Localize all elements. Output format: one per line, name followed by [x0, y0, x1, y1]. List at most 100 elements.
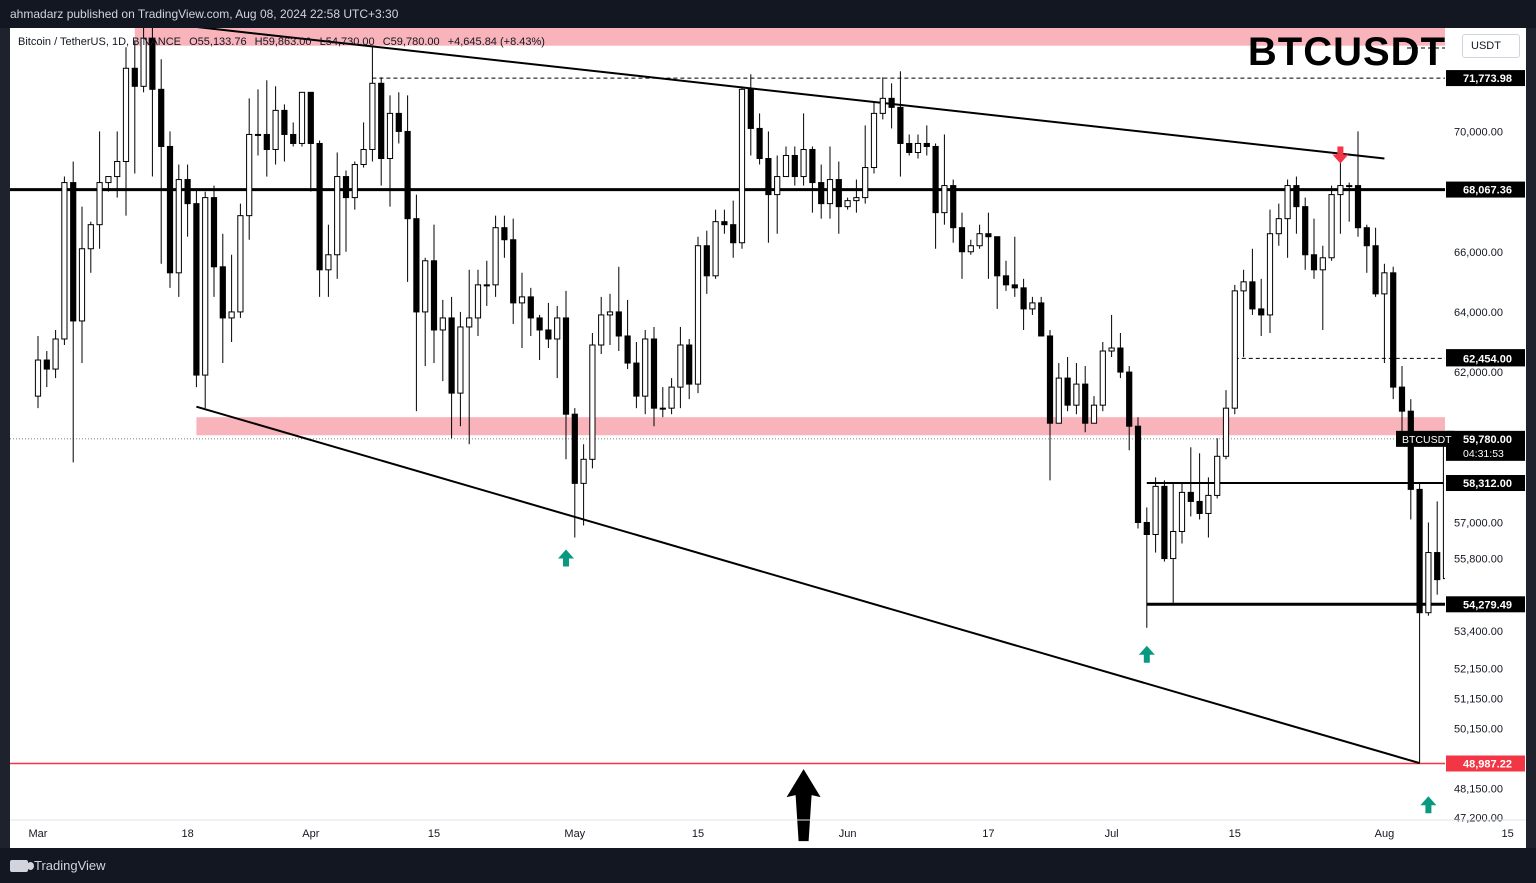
x-tick-label-1: 18 — [181, 828, 193, 840]
candle-body-57 — [536, 317, 543, 331]
candle-body-113 — [1029, 302, 1036, 310]
candle-body-114 — [1038, 302, 1045, 337]
candle-body-51 — [483, 284, 490, 287]
x-tick-label-0: Mar — [29, 828, 48, 840]
candle-body-112 — [1020, 287, 1027, 310]
candle-body-48 — [457, 326, 464, 394]
candle-body-147 — [1328, 194, 1335, 259]
ohlc-legend: Bitcoin / TetherUS, 1D, BINANCE O55,133.… — [18, 36, 550, 48]
candle-body-77 — [712, 221, 719, 277]
candle-body-104 — [950, 185, 957, 229]
candle-body-52 — [492, 227, 499, 286]
candle-body-105 — [958, 227, 966, 253]
candle-body-24 — [246, 133, 253, 217]
candle-body-73 — [677, 344, 684, 388]
candle-body-131 — [1187, 491, 1194, 502]
y-tick-label-9: 51,150.00 — [1454, 693, 1503, 705]
price-chart[interactable]: 74,000.0070,000.0066,000.0064,000.0062,0… — [10, 28, 1526, 848]
candle-body-72 — [668, 386, 675, 409]
candle-body-151 — [1363, 227, 1370, 247]
candle-body-83 — [765, 158, 772, 196]
candle-body-88 — [809, 148, 816, 184]
x-tick-label-10: Aug — [1375, 828, 1395, 840]
candle-body-159 — [1434, 552, 1441, 581]
candle-body-144 — [1302, 206, 1309, 256]
candle-body-103 — [941, 185, 948, 214]
x-tick-label-3: 15 — [428, 828, 440, 840]
up-arrow-0 — [558, 549, 574, 567]
candle-body-93 — [853, 197, 860, 202]
candle-body-67 — [624, 335, 631, 364]
candle-body-126 — [1143, 521, 1150, 536]
candle-body-142 — [1284, 185, 1291, 220]
candle-body-1 — [43, 359, 50, 370]
candle-body-76 — [703, 245, 710, 277]
candle-body-158 — [1425, 552, 1432, 614]
candle-body-50 — [474, 284, 482, 319]
candle-body-117 — [1064, 377, 1071, 406]
candle-body-27 — [272, 109, 279, 150]
high-value: H59,863.00 — [254, 36, 312, 48]
currency-button[interactable]: USDT — [1462, 34, 1520, 58]
candle-body-56 — [527, 296, 534, 319]
candle-body-44 — [422, 260, 429, 313]
candle-body-79 — [730, 224, 737, 244]
candle-body-97 — [888, 97, 895, 108]
candle-body-90 — [826, 179, 834, 205]
tradingview-logo-icon — [10, 859, 34, 872]
candle-body-102 — [932, 145, 939, 214]
candle-body-11 — [131, 67, 138, 87]
footer-bar: TradingView — [0, 848, 1536, 883]
candle-body-153 — [1381, 272, 1388, 295]
close-value: C59,780.00 — [382, 36, 440, 48]
candle-body-19 — [202, 197, 209, 376]
candle-body-121 — [1099, 350, 1106, 406]
candle-body-71 — [659, 407, 666, 410]
candle-body-89 — [818, 182, 825, 205]
candle-body-101 — [923, 142, 930, 147]
x-tick-label-8: Jul — [1105, 828, 1119, 840]
candle-body-42 — [404, 130, 411, 220]
tradingview-logo[interactable]: TradingView — [10, 858, 106, 873]
candle-body-32 — [316, 142, 323, 271]
candle-body-145 — [1310, 254, 1318, 271]
x-tick-label-7: 17 — [982, 828, 994, 840]
candle-body-20 — [210, 197, 218, 268]
y-tick-label-11: 48,150.00 — [1454, 784, 1503, 796]
y-tick-label-4: 62,000.00 — [1454, 367, 1503, 379]
candle-body-108 — [985, 233, 992, 238]
y-tick-label-5: 57,000.00 — [1454, 517, 1503, 529]
y-tick-label-7: 53,400.00 — [1454, 626, 1503, 638]
candle-body-138 — [1249, 281, 1256, 310]
candle-body-64 — [598, 314, 605, 346]
candle-body-86 — [791, 154, 798, 178]
candle-body-94 — [862, 167, 869, 199]
trendline-1 — [196, 405, 1420, 765]
chart-frame[interactable]: 74,000.0070,000.0066,000.0064,000.0062,0… — [10, 28, 1526, 848]
candle-body-150 — [1354, 185, 1362, 229]
price-tag-label-0: 71,773.98 — [1463, 73, 1512, 85]
candle-body-60 — [562, 317, 570, 415]
publish-bar: ahmadarz published on TradingView.com, A… — [0, 0, 1536, 28]
candle-body-95 — [870, 112, 878, 169]
x-tick-label-11: 15 — [1501, 828, 1513, 840]
candle-body-82 — [756, 127, 763, 160]
candle-body-5 — [78, 248, 86, 322]
candle-body-59 — [554, 317, 561, 340]
candle-body-157 — [1416, 488, 1423, 614]
candle-body-155 — [1398, 386, 1406, 412]
candle-body-148 — [1337, 185, 1344, 196]
candle-body-115 — [1046, 335, 1054, 424]
candle-body-26 — [263, 133, 270, 150]
candle-body-25 — [254, 133, 262, 136]
countdown-label: 04:31:53 — [1463, 448, 1504, 460]
price-tag-bg-3 — [1446, 350, 1525, 367]
price-tag-label-5: 58,312.00 — [1463, 478, 1512, 490]
candle-body-107 — [976, 233, 983, 247]
candle-body-62 — [580, 458, 587, 484]
candle-body-63 — [589, 344, 596, 460]
candle-body-92 — [844, 200, 851, 208]
candle-body-135 — [1222, 407, 1230, 457]
candle-body-65 — [606, 311, 614, 316]
candle-body-33 — [325, 254, 332, 271]
